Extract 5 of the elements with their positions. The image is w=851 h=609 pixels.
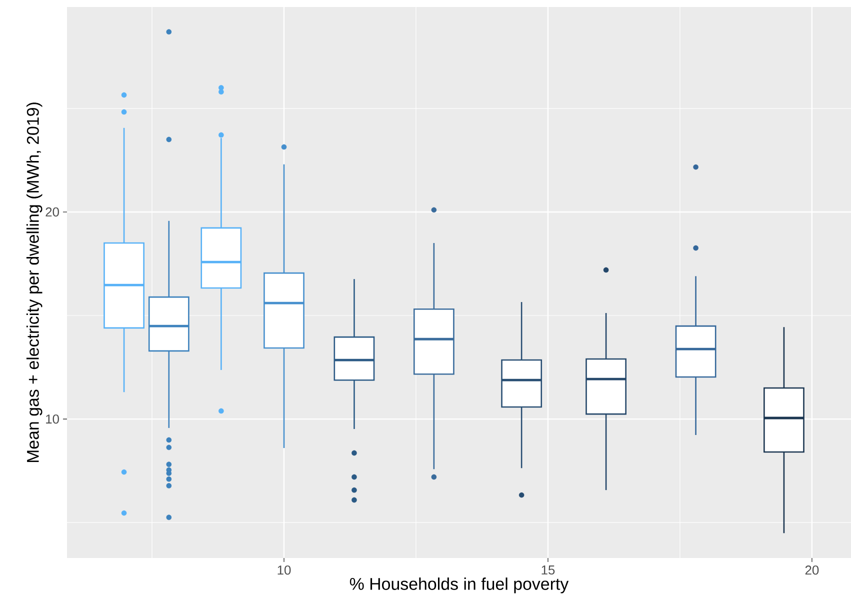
x-tick-label: 15 [542,566,555,575]
x-tick-label: 20 [805,566,819,575]
x-axis-title: % Households in fuel poverty [350,578,569,594]
y-axis-title: Mean gas + electricity per dwelling (MWh, 2019) [26,102,42,462]
x-tick-label: 10 [278,566,291,575]
